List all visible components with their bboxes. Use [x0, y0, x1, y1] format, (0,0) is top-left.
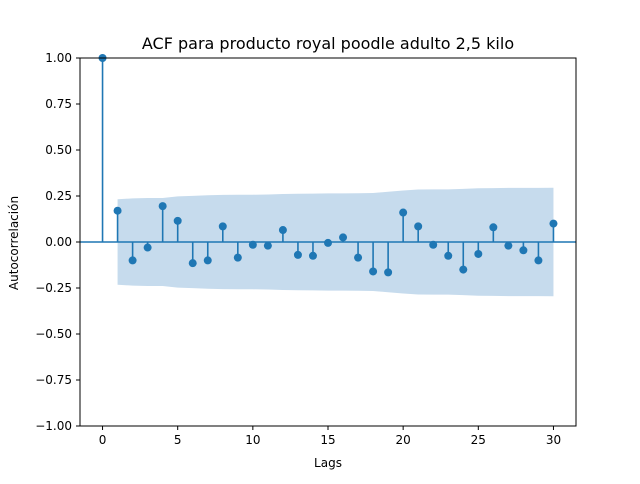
acf-point: [263, 241, 272, 250]
acf-point: [248, 240, 257, 249]
acf-point: [158, 202, 167, 211]
x-tick-label: 15: [320, 433, 335, 447]
acf-point: [354, 253, 363, 262]
y-tick-label: 0.50: [45, 143, 72, 157]
x-tick-label: 30: [546, 433, 561, 447]
y-tick-label: 0.75: [45, 97, 72, 111]
acf-point: [293, 250, 302, 259]
acf-point: [233, 253, 242, 262]
acf-point: [113, 206, 122, 215]
y-tick-label: −1.00: [35, 419, 72, 433]
acf-point: [143, 243, 152, 252]
x-tick-label: 10: [245, 433, 260, 447]
chart-title: ACF para producto royal poodle adulto 2,…: [142, 34, 514, 53]
y-tick-label: 0.00: [45, 235, 72, 249]
acf-point: [324, 238, 332, 247]
acf-point: [534, 256, 543, 265]
acf-point: [459, 265, 468, 274]
plot-area: 0 5 10 15 20 25 30 −1.00 −0.75 −0.50 −0.25 0.00 0.25…: [35, 51, 577, 447]
acf-point: [489, 223, 498, 232]
acf-point: [549, 219, 558, 228]
y-tick-label: −0.25: [35, 281, 72, 295]
acf-point: [339, 233, 348, 242]
y-tick-label: 1.00: [45, 51, 72, 65]
acf-point: [474, 249, 483, 258]
acf-point: [203, 256, 212, 265]
x-tick-label: 20: [396, 433, 411, 447]
y-tick-label: −0.50: [35, 327, 72, 341]
acf-point: [384, 268, 393, 277]
y-tick-label: −0.75: [35, 373, 72, 387]
acf-point: [218, 222, 227, 231]
acf-point: [369, 267, 378, 276]
x-tick-label: 0: [99, 433, 107, 447]
acf-point: [128, 256, 137, 265]
acf-point: [414, 222, 423, 231]
x-tick-label: 25: [471, 433, 486, 447]
acf-point: [519, 246, 528, 255]
y-tick-label: 0.25: [45, 189, 72, 203]
x-axis-label: Lags: [314, 456, 342, 470]
acf-point: [173, 216, 182, 225]
x-tick-label: 5: [174, 433, 182, 447]
acf-point: [444, 251, 453, 260]
acf-point: [278, 226, 287, 235]
y-axis-label: Autocorrelación: [7, 196, 21, 290]
acf-point: [504, 241, 513, 250]
acf-point: [429, 240, 438, 249]
acf-point: [308, 251, 317, 260]
acf-point: [188, 259, 197, 268]
acf-point: [399, 208, 408, 217]
